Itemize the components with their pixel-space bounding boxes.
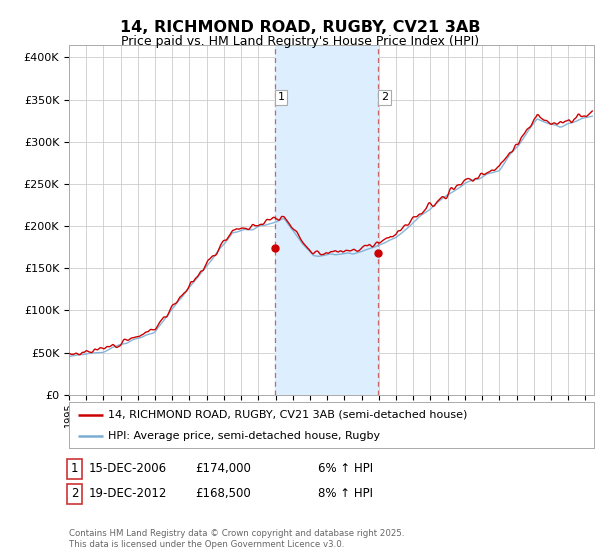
- Text: 2: 2: [71, 487, 78, 501]
- Text: 1: 1: [71, 462, 78, 475]
- Text: 8% ↑ HPI: 8% ↑ HPI: [318, 487, 373, 501]
- Text: 1: 1: [277, 92, 284, 102]
- Text: HPI: Average price, semi-detached house, Rugby: HPI: Average price, semi-detached house,…: [109, 431, 380, 441]
- Text: Contains HM Land Registry data © Crown copyright and database right 2025.
This d: Contains HM Land Registry data © Crown c…: [69, 529, 404, 549]
- Text: 15-DEC-2006: 15-DEC-2006: [89, 462, 167, 475]
- Text: Price paid vs. HM Land Registry's House Price Index (HPI): Price paid vs. HM Land Registry's House …: [121, 35, 479, 48]
- Text: £168,500: £168,500: [195, 487, 251, 501]
- Text: 6% ↑ HPI: 6% ↑ HPI: [318, 462, 373, 475]
- Text: 14, RICHMOND ROAD, RUGBY, CV21 3AB: 14, RICHMOND ROAD, RUGBY, CV21 3AB: [120, 20, 480, 35]
- Text: £174,000: £174,000: [195, 462, 251, 475]
- Text: 19-DEC-2012: 19-DEC-2012: [89, 487, 167, 501]
- Bar: [275, 45, 378, 395]
- Text: 2: 2: [381, 92, 388, 102]
- Text: 14, RICHMOND ROAD, RUGBY, CV21 3AB (semi-detached house): 14, RICHMOND ROAD, RUGBY, CV21 3AB (semi…: [109, 409, 468, 419]
